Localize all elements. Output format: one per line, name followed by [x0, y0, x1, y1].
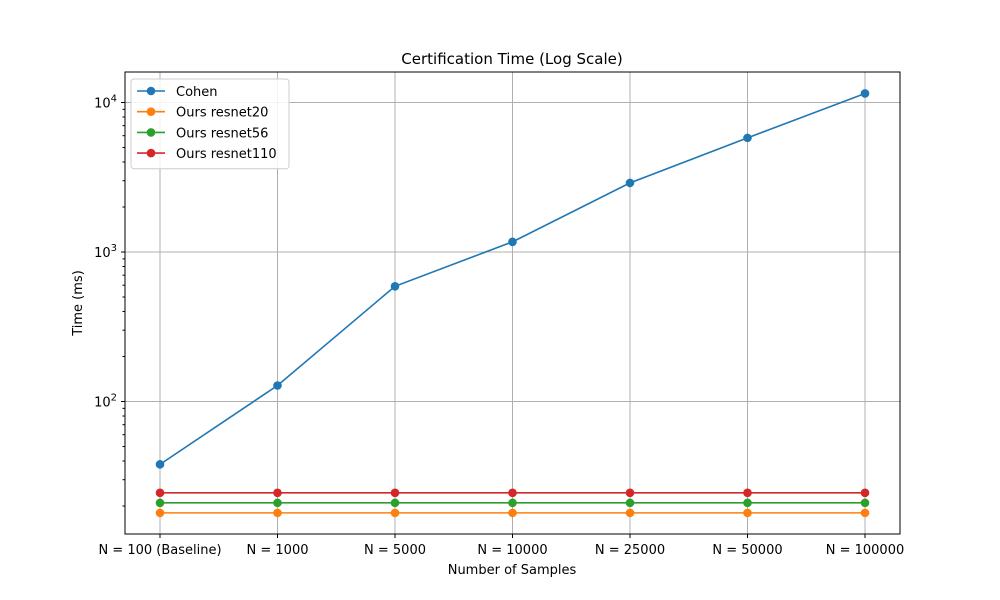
data-point [625, 508, 635, 518]
data-point [508, 498, 517, 508]
legend-label: Cohen [176, 85, 218, 100]
data-point [273, 498, 282, 508]
data-point [743, 133, 752, 143]
x-tick-label: N = 25000 [595, 543, 665, 558]
data-point [155, 498, 165, 508]
series-layer [155, 89, 870, 518]
data-point [625, 498, 635, 508]
data-point [860, 498, 870, 508]
legend-box [130, 78, 290, 170]
y-tick-label: 103 [94, 243, 117, 261]
y-axis-label: Time (ms) [71, 270, 86, 337]
y-tick-label: 102 [94, 393, 117, 411]
data-point [860, 508, 870, 518]
data-point [508, 488, 517, 498]
data-point [508, 237, 517, 247]
data-point [155, 460, 165, 469]
data-point [155, 488, 165, 498]
legend: Cohen Ours resnet20 Ours resnet56 Ours resn… [130, 78, 290, 170]
data-point [390, 508, 400, 518]
data-point [155, 508, 165, 518]
legend-swatch-marker [146, 128, 156, 137]
data-point [625, 178, 635, 188]
legend-label: Ours resnet20 [176, 106, 268, 121]
legend-swatch-marker [146, 148, 156, 158]
legend-label: Ours resnet56 [176, 126, 268, 141]
x-tick-label: N = 5000 [364, 543, 426, 558]
x-tick-label: N = 10000 [477, 543, 547, 558]
data-point [508, 508, 517, 518]
legend-label: Ours resnet110 [176, 147, 277, 162]
data-point [743, 498, 752, 508]
data-point [273, 508, 282, 518]
legend-swatch-marker [146, 86, 156, 96]
x-tick-label: N = 100000 [826, 543, 905, 558]
x-tick-label: N = 50000 [712, 543, 782, 558]
data-point [390, 498, 400, 508]
data-point [390, 488, 400, 498]
ticks: N = 100 (Baseline) N = 1000 N = 5000 N = 10… [94, 94, 904, 558]
data-point [273, 381, 282, 390]
y-tick-label: 104 [94, 94, 117, 112]
data-point [625, 488, 635, 498]
legend-swatch-marker [146, 107, 156, 116]
x-axis-label: Number of Samples [448, 563, 577, 578]
data-point [743, 508, 752, 518]
data-point [860, 488, 870, 498]
data-point [860, 89, 870, 98]
data-point [273, 488, 282, 498]
data-point [390, 281, 400, 291]
data-point [743, 488, 752, 498]
x-tick-label: N = 1000 [247, 543, 309, 558]
x-tick-label: N = 100 (Baseline) [98, 543, 221, 558]
chart-title: Certification Time (Log Scale) [401, 50, 622, 68]
